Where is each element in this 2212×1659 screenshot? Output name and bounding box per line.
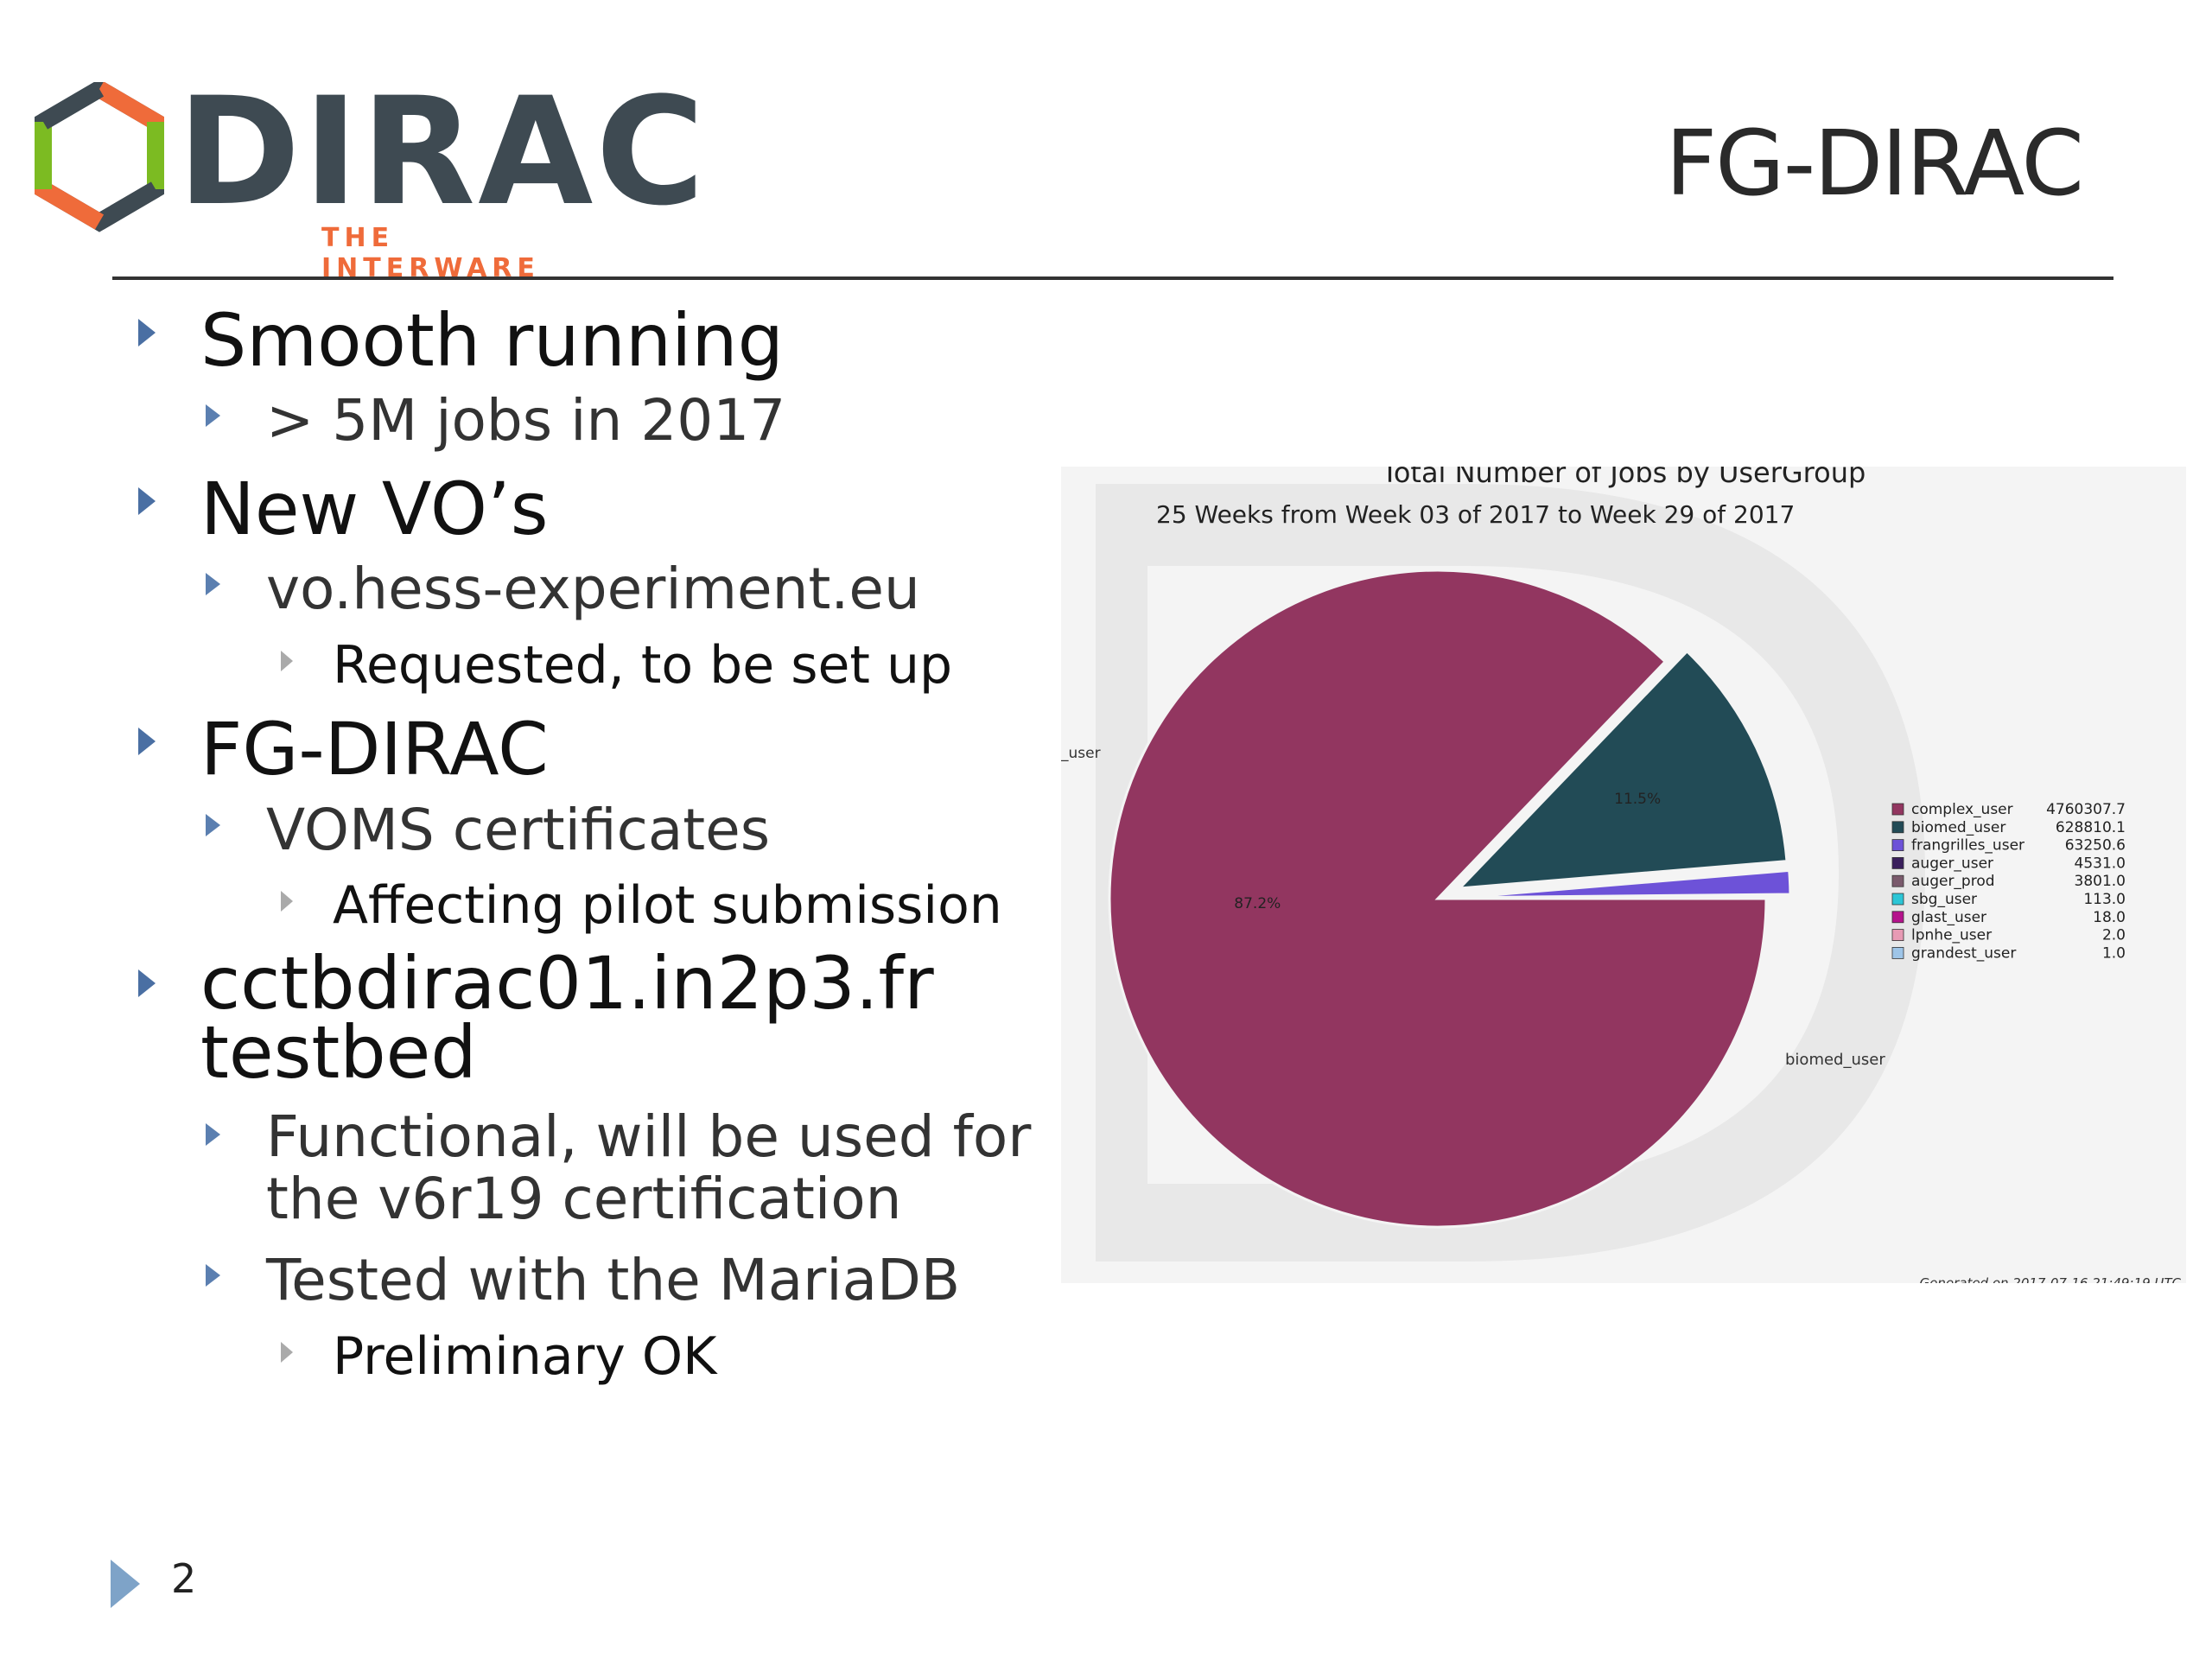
logo-wordmark: DIRAC [177, 65, 708, 238]
bullet-voms: VOMS certificates [206, 797, 771, 863]
pie-pct-label: 11.5% [1614, 791, 1661, 808]
bullet-text: New VO’s [200, 467, 549, 551]
bullet-text: Smooth running [200, 298, 784, 383]
bullet-text: Affecting pilot submission [333, 875, 1002, 936]
bullet-text: Tested with the MariaDB [266, 1247, 961, 1313]
bullet-new-vos: New VO’s [138, 467, 549, 551]
outer-label-complex: _user [1061, 745, 1101, 762]
legend-label: biomed_user [1911, 819, 2005, 836]
chart-footer: Generated on 2017-07-16 21:49:19 UTC [1920, 1275, 2182, 1283]
legend-swatch [1891, 911, 1904, 924]
bullet-pilot-submission: Affecting pilot submission [281, 875, 1002, 936]
legend-value: 113.0 [2083, 891, 2126, 908]
bullet-text: vo.hess-experiment.eu [266, 556, 920, 622]
pie-pct-label: 87.2% [1234, 895, 1281, 912]
legend-swatch [1891, 856, 1904, 869]
bullet-text-line2: the v6r19 certification [266, 1166, 902, 1232]
legend-swatch [1891, 839, 1904, 852]
legend-swatch [1891, 803, 1904, 816]
watermark-d-icon [1096, 484, 1925, 1262]
bullet-text: FG-DIRAC [200, 707, 549, 791]
legend-label: grandest_user [1911, 944, 2016, 962]
bullet-arrow-icon [206, 1264, 220, 1287]
hexagon-logo-icon [35, 82, 164, 232]
legend-swatch [1891, 929, 1904, 941]
bullet-arrow-icon [206, 573, 220, 595]
bullet-text: VOMS certificates [266, 797, 771, 863]
bullet-arrow-icon [138, 969, 156, 997]
legend-label: complex_user [1911, 801, 2013, 818]
legend-label: frangrilles_user [1911, 837, 2024, 855]
bullet-text-line1: Functional, will be used for [266, 1103, 1032, 1170]
chart-subtitle: 25 Weeks from Week 03 of 2017 to Week 29… [1156, 500, 1795, 529]
bullet-arrow-icon [281, 1342, 293, 1363]
bullet-testbed: cctbdirac01.in2p3.fr testbed [138, 941, 934, 1095]
bullet-text: Preliminary OK [333, 1326, 717, 1387]
legend-label: glast_user [1911, 909, 1986, 926]
bullet-arrow-icon [138, 319, 156, 346]
pie-chart-panel: Total Number of Jobs by UserGroup 25 Wee… [1061, 467, 2186, 1283]
slide-number: 2 [171, 1555, 197, 1602]
bullet-requested: Requested, to be set up [281, 635, 953, 696]
legend-swatch [1891, 947, 1904, 959]
slide-title: FG-DIRAC [1665, 111, 2084, 216]
bullet-arrow-icon [206, 404, 220, 427]
legend-label: auger_user [1911, 855, 1993, 872]
bullet-arrow-icon [206, 814, 220, 836]
pie-slice-auger-prod [1461, 895, 1792, 900]
legend-value: 2.0 [2102, 927, 2126, 944]
legend-value: 1.0 [2102, 944, 2126, 962]
legend-value: 63250.6 [2065, 837, 2126, 855]
title-divider [112, 276, 2113, 280]
logo-tagline: THE INTERWARE [321, 223, 540, 283]
legend-label: lpnhe_user [1911, 927, 1992, 944]
pie-slices: 87.2% 11.5% [1108, 569, 1792, 1229]
outer-label-biomed: biomed_user [1785, 1051, 1885, 1069]
chart-title: Total Number of Jobs by UserGroup [1381, 467, 1866, 489]
legend-swatch [1891, 893, 1904, 906]
legend-value: 628810.1 [2056, 819, 2126, 836]
legend-value: 4760307.7 [2046, 801, 2126, 818]
legend-swatch [1891, 821, 1904, 834]
bullet-arrow-icon [138, 728, 156, 755]
slide-number-arrow-icon [111, 1560, 140, 1608]
pie-chart: Total Number of Jobs by UserGroup 25 Wee… [1061, 467, 2182, 1283]
bullet-arrow-icon [281, 651, 293, 671]
chart-legend: complex_user 4760307.7 biomed_user 628810.1… [1891, 801, 2126, 962]
dirac-logo: DIRAC THE INTERWARE [26, 65, 705, 283]
bullet-functional: Functional, will be used for the v6r19 c… [206, 1103, 1032, 1232]
bullet-arrow-icon [206, 1123, 220, 1146]
legend-swatch [1891, 874, 1904, 887]
bullet-preliminary-ok: Preliminary OK [281, 1326, 717, 1387]
bullet-text: > 5M jobs in 2017 [266, 387, 786, 454]
pie-slice-biomed-user [1456, 649, 1789, 890]
bullet-mariadb: Tested with the MariaDB [206, 1247, 961, 1313]
pie-slice-complex-user [1108, 569, 1768, 1229]
bullet-arrow-icon [138, 487, 156, 515]
legend-value: 4531.0 [2075, 855, 2126, 872]
legend-value: 3801.0 [2075, 873, 2126, 890]
bullet-text-line1: cctbdirac01.in2p3.fr [200, 941, 934, 1026]
bullet-text-line2: testbed [200, 1010, 477, 1095]
bullet-arrow-icon [281, 891, 293, 912]
legend-label: auger_prod [1911, 873, 1995, 890]
bullet-fg-dirac: FG-DIRAC [138, 707, 549, 791]
bullet-smooth-running: Smooth running [138, 298, 784, 383]
bullet-text: Requested, to be set up [333, 635, 953, 696]
legend-value: 18.0 [2093, 909, 2126, 926]
bullet-jobs-2017: > 5M jobs in 2017 [206, 387, 786, 454]
legend-label: sbg_user [1911, 891, 1977, 908]
bullet-hess-vo: vo.hess-experiment.eu [206, 556, 920, 622]
